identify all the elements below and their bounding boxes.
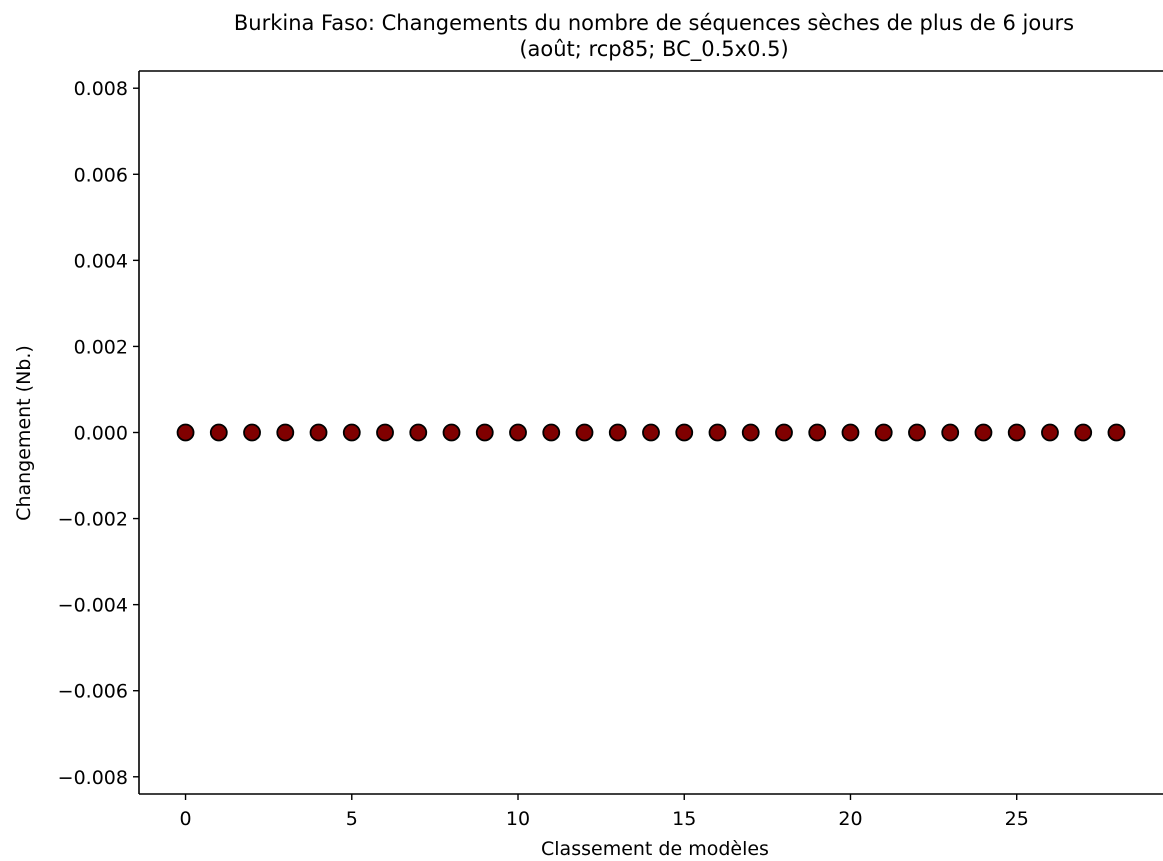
x-tick-label: 25 xyxy=(1005,808,1029,830)
data-point xyxy=(176,423,195,442)
x-tick-label: 5 xyxy=(346,808,358,830)
data-point xyxy=(442,423,461,442)
y-axis-ticks: 0.008 0.006 0.004 0.002 0.000 −0.002 −0.004 −0.… xyxy=(58,78,139,789)
data-point xyxy=(409,423,428,442)
data-point xyxy=(1041,423,1059,442)
data-point xyxy=(642,423,660,442)
data-point xyxy=(841,423,860,442)
data-point xyxy=(376,423,394,442)
data-point xyxy=(708,423,727,442)
x-tick-label: 15 xyxy=(672,808,696,830)
data-point xyxy=(509,423,527,442)
data-point xyxy=(542,423,561,442)
chart-title: Burkina Faso: Changements du nombre de s… xyxy=(234,11,1074,35)
data-point xyxy=(608,423,627,442)
y-tick-label: −0.006 xyxy=(58,681,128,703)
x-axis-ticks: 0 5 10 15 20 25 xyxy=(179,794,1029,830)
data-point xyxy=(309,423,328,442)
data-point xyxy=(276,423,295,442)
y-tick-label: 0.008 xyxy=(74,78,128,100)
y-tick-label: 0.004 xyxy=(74,250,128,272)
y-tick-label: 0.000 xyxy=(74,423,128,445)
x-tick-label: 10 xyxy=(506,808,530,830)
data-point xyxy=(243,423,261,442)
x-tick-label: 20 xyxy=(838,808,862,830)
x-axis-label: Classement de modèles xyxy=(541,838,769,860)
data-point xyxy=(1107,423,1126,442)
data-point xyxy=(741,423,760,442)
y-axis-label: Changement (Nb.) xyxy=(13,345,35,521)
data-point xyxy=(475,423,494,442)
y-tick-label: 0.006 xyxy=(74,164,128,186)
data-point xyxy=(1074,423,1093,442)
data-point xyxy=(575,423,594,442)
data-point xyxy=(1007,423,1026,442)
y-tick-label: −0.008 xyxy=(58,767,128,789)
y-tick-label: 0.002 xyxy=(74,336,128,358)
data-point xyxy=(808,423,827,442)
data-point xyxy=(908,423,926,442)
plot-area xyxy=(176,423,1126,442)
data-point xyxy=(209,423,228,442)
data-point xyxy=(675,423,694,442)
data-point xyxy=(342,423,361,442)
data-point xyxy=(974,423,993,442)
data-point xyxy=(874,423,893,442)
data-point xyxy=(775,423,793,442)
y-tick-label: −0.004 xyxy=(58,595,128,617)
data-point xyxy=(941,423,960,442)
y-tick-label: −0.002 xyxy=(58,509,128,531)
chart-subtitle: (août; rcp85; BC_0.5x0.5) xyxy=(519,37,788,62)
x-tick-label: 0 xyxy=(179,808,191,830)
